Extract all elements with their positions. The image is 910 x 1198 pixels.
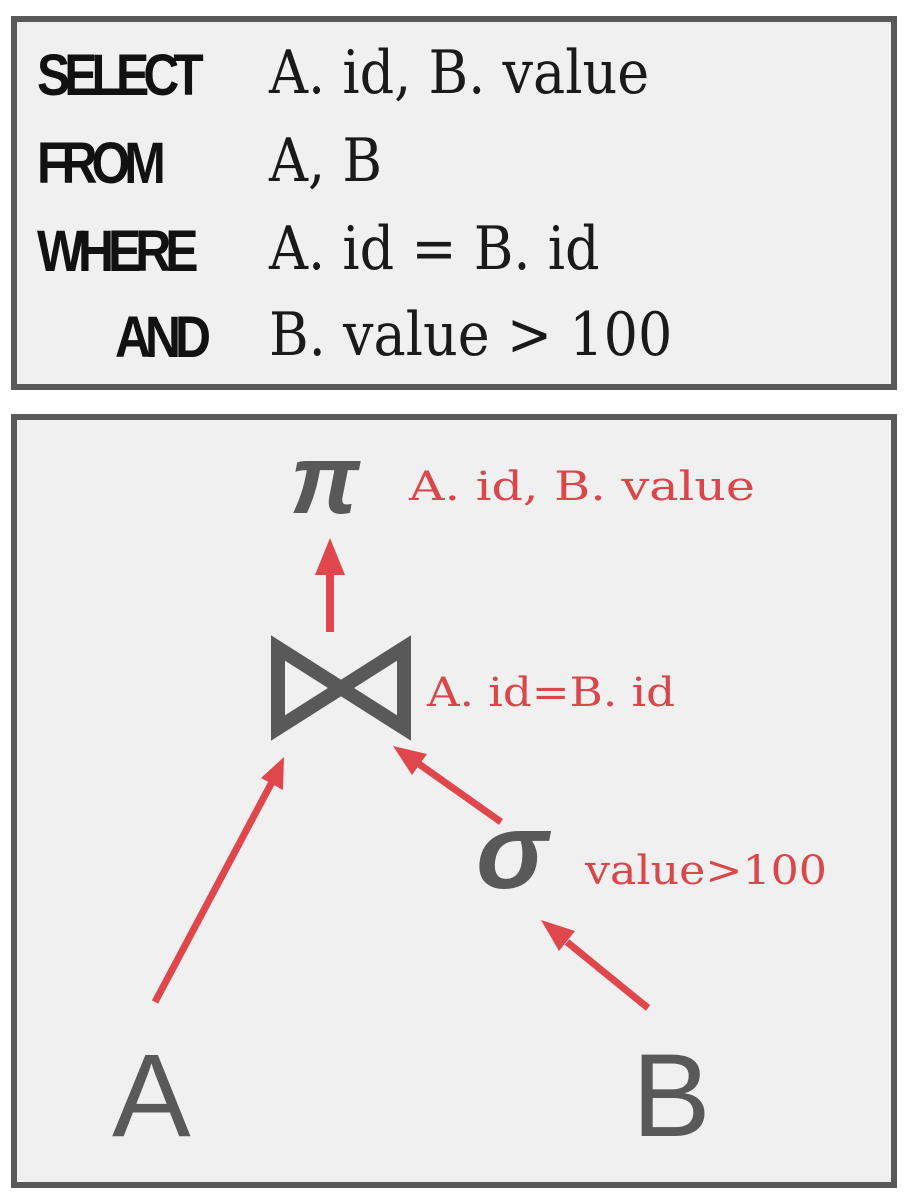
- arrowhead-b-to-selection: [541, 920, 575, 951]
- arrowhead-selection-to-join: [393, 746, 427, 775]
- sql-keyword-select: SELECT: [37, 43, 204, 108]
- sql-query-panel: SELECT A. id, B. value FROM A, B WHERE A…: [11, 16, 897, 390]
- table-a-label: A: [112, 1030, 191, 1162]
- selection-label: value>100: [584, 848, 827, 894]
- sql-keyword-where: WHERE: [37, 219, 199, 284]
- join-label: A. id=B. id: [426, 670, 675, 716]
- projection-label: A. id, B. value: [408, 464, 755, 510]
- sql-code-and: B. value > 100: [269, 300, 673, 370]
- join-symbol: [271, 635, 411, 741]
- table-b-label: B: [632, 1030, 711, 1162]
- sql-keyword-from: FROM: [37, 131, 166, 196]
- sql-keyword-and: AND: [115, 305, 211, 370]
- edge-b-to-selection: [541, 920, 651, 1011]
- edge-a-to-join: [151, 757, 284, 1004]
- query-plan-diagram: π A. id, B. value A. id=B. id σ value>10…: [112, 424, 827, 1162]
- query-plan-panel: π A. id, B. value A. id=B. id σ value>10…: [11, 414, 897, 1188]
- selection-symbol: σ: [476, 790, 552, 911]
- edge-selection-to-join: [393, 746, 504, 825]
- arrowhead-a-to-join: [261, 757, 284, 790]
- edge-join-to-projection: [315, 538, 345, 632]
- sql-code-from: A, B: [269, 126, 383, 196]
- projection-symbol: π: [290, 424, 361, 534]
- sql-code-where: A. id = B. id: [269, 214, 600, 284]
- sql-code-select: A. id, B. value: [269, 38, 650, 108]
- arrowhead-join-to-projection: [315, 538, 345, 575]
